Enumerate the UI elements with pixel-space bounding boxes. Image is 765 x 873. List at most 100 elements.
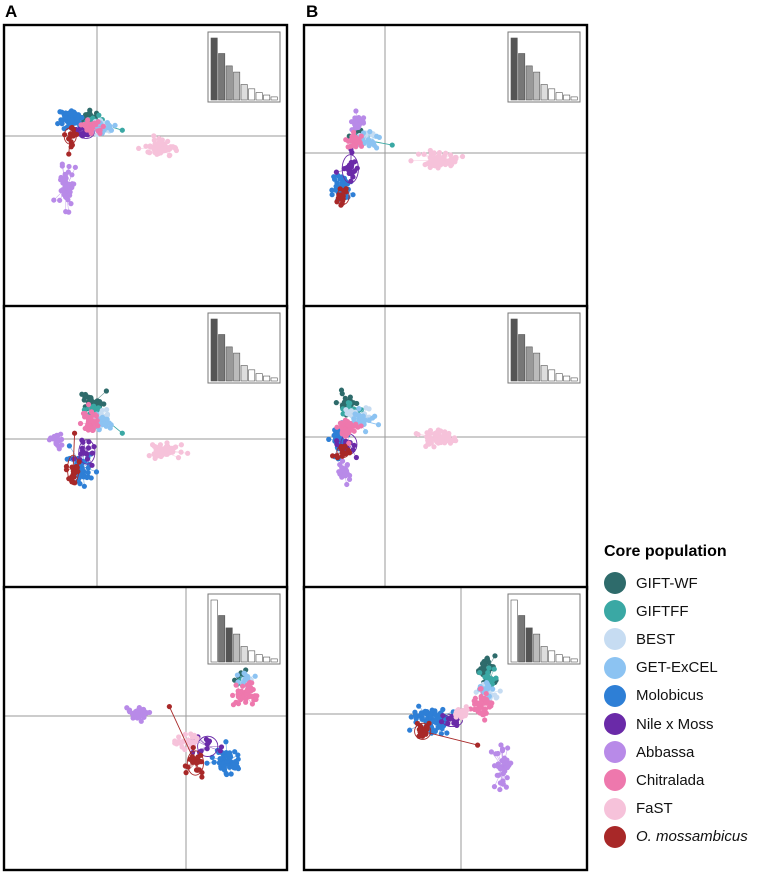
data-point — [452, 159, 458, 165]
eigenvalue-bar — [255, 92, 263, 101]
data-point — [223, 771, 230, 778]
data-point — [342, 417, 348, 423]
scatter-panel-b-1 — [302, 23, 589, 310]
legend-label: Nile x Moss — [636, 715, 714, 733]
series-o-mossambicus — [414, 720, 481, 748]
data-point — [484, 655, 490, 662]
data-point — [81, 483, 87, 489]
eigenvalue-bar — [555, 373, 563, 382]
data-point — [211, 759, 217, 765]
data-point — [244, 682, 250, 688]
data-point — [339, 180, 345, 187]
data-point — [441, 434, 447, 440]
data-point — [172, 145, 178, 151]
data-point — [58, 177, 64, 183]
data-point — [72, 164, 78, 170]
data-point — [344, 462, 350, 468]
data-point — [336, 469, 342, 475]
data-point — [425, 440, 431, 447]
series-chitralada — [230, 679, 260, 708]
eigenvalue-bar — [248, 369, 256, 382]
data-point — [86, 127, 93, 133]
data-point — [87, 110, 93, 116]
data-point — [165, 138, 171, 144]
data-point — [347, 394, 353, 400]
inertia-ellipse — [197, 735, 219, 757]
data-point — [415, 151, 422, 157]
data-point — [70, 130, 77, 136]
eigenvalue-inset — [207, 593, 281, 665]
data-point — [69, 181, 75, 187]
data-point — [345, 167, 352, 173]
legend-swatch — [604, 628, 626, 651]
data-point — [424, 708, 430, 715]
data-point — [183, 770, 189, 776]
data-point — [472, 700, 478, 706]
data-point — [63, 110, 69, 116]
legend-label: FaST — [636, 800, 673, 818]
legend-swatch — [604, 825, 626, 848]
data-point — [334, 438, 340, 444]
data-point — [250, 686, 256, 693]
series-o-mossambicus — [62, 124, 80, 157]
data-point — [203, 736, 209, 742]
data-point — [474, 706, 480, 712]
inertia-ellipse — [63, 127, 77, 145]
data-point — [416, 726, 422, 733]
data-point — [50, 436, 56, 442]
legend-swatch — [604, 769, 626, 792]
data-point — [56, 446, 62, 452]
data-point — [334, 441, 340, 448]
data-point — [351, 442, 357, 449]
data-point — [199, 774, 205, 780]
points-layer — [407, 653, 514, 793]
outlier-link — [422, 730, 478, 746]
data-point — [81, 450, 87, 456]
data-point — [57, 197, 63, 203]
data-point — [221, 764, 227, 770]
eigenvalue-bar — [555, 92, 563, 101]
data-point — [448, 163, 454, 169]
data-point — [151, 451, 157, 457]
data-point — [190, 744, 196, 751]
data-point — [473, 689, 479, 695]
data-point — [81, 121, 87, 128]
data-point — [68, 201, 74, 207]
data-point — [108, 127, 115, 133]
data-point — [360, 115, 367, 121]
data-point — [504, 757, 510, 763]
data-point — [340, 193, 346, 199]
series-chitralada — [334, 417, 364, 446]
data-point — [143, 143, 149, 149]
legend-item: Nile x Moss — [604, 710, 764, 738]
legend-label: GIFTFF — [636, 602, 689, 620]
series-o-mossambicus — [63, 430, 82, 486]
series-chitralada — [467, 686, 495, 723]
data-point — [329, 192, 335, 198]
data-point — [339, 391, 345, 397]
data-point — [98, 410, 104, 417]
series-abbassa — [348, 108, 367, 133]
data-point — [453, 438, 459, 444]
series-fast — [136, 133, 180, 159]
data-point — [499, 746, 506, 752]
data-point — [63, 209, 69, 215]
data-point — [366, 143, 372, 149]
data-point — [346, 476, 353, 483]
data-point — [492, 692, 498, 698]
data-point — [176, 734, 182, 740]
data-point — [339, 458, 346, 464]
data-point — [439, 725, 445, 732]
data-point — [217, 748, 223, 754]
data-point — [59, 442, 65, 448]
eigenvalue-bar — [533, 352, 541, 382]
legend-item: GET-ExCEL — [604, 654, 764, 682]
data-point — [228, 771, 234, 777]
eigenvalue-bar — [270, 658, 278, 663]
eigenvalue-inset — [507, 593, 581, 665]
data-point — [85, 117, 91, 123]
points-layer — [51, 107, 180, 215]
series-fast — [408, 147, 466, 171]
data-point — [152, 143, 159, 149]
